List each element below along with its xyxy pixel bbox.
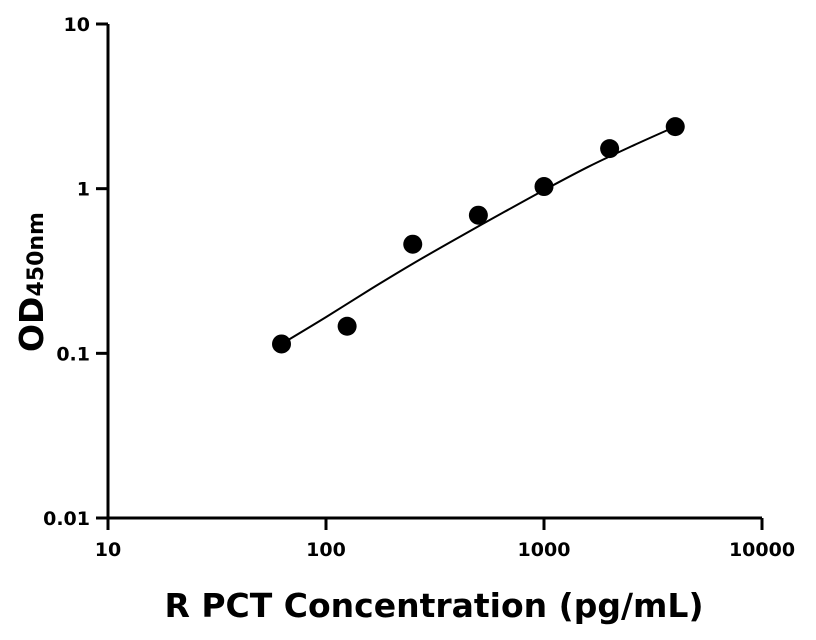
data-point — [468, 205, 488, 225]
data-points-layer — [272, 117, 685, 354]
y-tick-label: 1 — [77, 179, 90, 201]
fit-curve-line — [280, 125, 676, 345]
x-tick-label: 10 — [95, 539, 121, 561]
data-point — [337, 316, 357, 336]
y-axis-title-subscript: 450nm — [24, 212, 49, 297]
y-axis-title: OD450nm — [12, 212, 51, 352]
y-tick-label: 10 — [64, 14, 90, 36]
x-axis-title: R PCT Concentration (pg/mL) — [164, 586, 703, 625]
data-point — [534, 177, 554, 197]
y-tick-label: 0.01 — [43, 508, 90, 530]
data-point — [403, 234, 423, 254]
data-point — [600, 139, 620, 159]
x-tick-label: 10000 — [729, 539, 795, 561]
data-point — [665, 117, 685, 137]
axes: 0.01 0.1 1 10 10 100 1000 10000 — [43, 14, 795, 561]
fit-curve-layer — [280, 125, 676, 345]
axis-labels: R PCT Concentration (pg/mL) OD450nm — [12, 212, 704, 625]
data-point — [272, 334, 292, 354]
x-tick-label: 100 — [306, 539, 346, 561]
x-tick-label: 1000 — [518, 539, 571, 561]
y-tick-label: 0.1 — [56, 343, 90, 365]
y-axis-title-main: OD — [12, 297, 51, 352]
